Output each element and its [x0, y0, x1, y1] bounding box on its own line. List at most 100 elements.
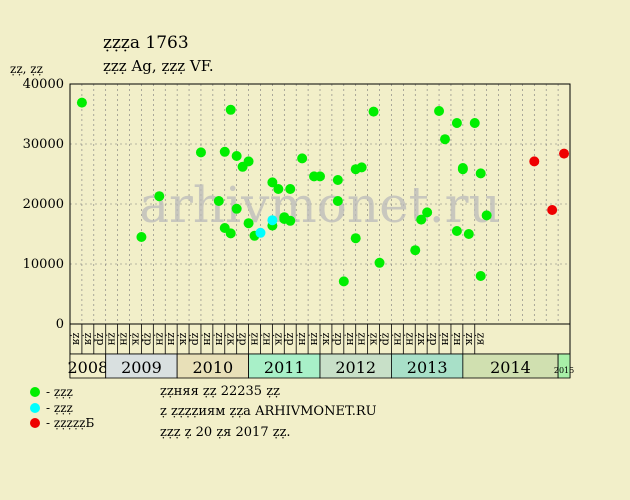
data-point — [559, 148, 570, 159]
month-label: ẓр — [237, 333, 250, 346]
month-label: ẓн — [106, 332, 119, 345]
month-label: ẓн — [213, 332, 226, 345]
month-label: ẓн — [308, 332, 321, 345]
y-tick-label: 0 — [56, 317, 64, 332]
data-point — [475, 271, 486, 281]
data-point — [440, 134, 450, 145]
year-label: 2009 — [121, 358, 162, 377]
data-point — [76, 97, 87, 108]
month-label: ẓя — [475, 333, 488, 346]
data-point — [374, 257, 385, 268]
legend-swatch-icon — [30, 387, 40, 397]
data-point — [267, 177, 278, 188]
y-tick-label: 20000 — [23, 197, 64, 212]
chart-title: ẓẓẓa 1763 — [103, 33, 189, 53]
month-label: ẓн — [403, 332, 416, 345]
data-point — [243, 218, 254, 229]
data-point — [213, 196, 224, 206]
data-point — [463, 229, 474, 239]
month-label: ẓк — [368, 333, 381, 346]
data-point — [529, 156, 540, 167]
year-label: 2008 — [67, 358, 108, 377]
month-label: ẓн — [260, 332, 273, 345]
info-date: ẓẓẓ ẓ 20 ẓя 2017 ẓẓ. — [160, 425, 291, 440]
year-band — [319, 353, 392, 379]
month-label: ẓн — [344, 332, 357, 345]
y-axis-label: ẓẓ, ẓẓ — [10, 62, 43, 76]
data-point — [231, 203, 242, 214]
month-label: ẓк — [320, 333, 333, 346]
data-point — [154, 191, 165, 202]
data-point — [434, 106, 445, 116]
month-label: ẓр — [141, 333, 154, 346]
data-point — [273, 184, 284, 194]
month-label: ẓн — [249, 332, 262, 345]
data-point — [285, 184, 296, 194]
month-label: ẓн — [356, 332, 369, 345]
year-band — [248, 353, 321, 379]
info-source: ẓ ẓẓẓẓиям ẓẓa ARHIVMONET.RU — [160, 404, 377, 419]
year-band — [391, 353, 464, 379]
data-point — [297, 153, 308, 164]
month-label: ẓр — [427, 333, 440, 346]
year-label: 2014 — [490, 358, 531, 377]
month-label: ẓн — [451, 332, 464, 345]
legend-label: - ẓẓẓ — [46, 401, 73, 415]
data-point — [332, 196, 343, 206]
chart-subtitle: ẓẓẓ Ag, ẓẓẓ VF. — [103, 57, 214, 75]
data-point — [285, 215, 296, 226]
month-label: ẓр — [379, 333, 392, 346]
month-label: ẓн — [118, 332, 131, 345]
data-point — [219, 146, 230, 157]
month-label: ẓк — [272, 333, 285, 346]
y-tick-label: 10000 — [23, 257, 64, 272]
year-band — [105, 353, 178, 379]
data-point — [368, 106, 379, 117]
month-label: ẓр — [94, 333, 107, 346]
data-point — [422, 207, 433, 218]
data-point — [225, 228, 236, 239]
year-band — [176, 353, 249, 379]
year-label: 2015 — [554, 366, 574, 375]
data-point — [136, 232, 147, 242]
y-tick-label: 40000 — [23, 77, 64, 92]
legend-label: - ẓẓẓẓẓБ — [46, 416, 95, 430]
data-point — [475, 168, 486, 179]
month-label: ẓя — [70, 333, 83, 346]
year-label: 2013 — [407, 358, 448, 377]
month-label: ẓн — [153, 332, 166, 345]
month-label: ẓн — [201, 332, 214, 345]
data-point — [469, 118, 480, 128]
data-point — [231, 151, 242, 161]
month-label: ẓк — [463, 333, 476, 346]
data-point — [338, 276, 349, 287]
year-label: 2011 — [264, 358, 305, 377]
data-point — [267, 215, 278, 226]
month-label: ẓн — [296, 332, 309, 345]
legend-item-cyan: - ẓẓẓ — [30, 401, 73, 415]
month-label: ẓн — [165, 332, 178, 345]
data-point — [451, 226, 462, 236]
month-label: ẓк — [177, 333, 190, 346]
year-band — [557, 353, 571, 379]
data-point — [481, 210, 492, 221]
data-point — [243, 156, 254, 167]
month-label: ẓк — [129, 333, 142, 346]
data-point — [255, 227, 266, 238]
legend-item-red: - ẓẓẓẓẓБ — [30, 416, 94, 430]
y-tick-label: 30000 — [23, 137, 64, 152]
year-band — [69, 353, 107, 379]
data-point — [416, 214, 427, 225]
month-label: ẓк — [415, 333, 428, 346]
month-label: ẓк — [225, 333, 238, 346]
legend-swatch-icon — [30, 418, 40, 428]
data-point — [350, 233, 361, 244]
month-label: ẓн — [439, 332, 452, 345]
data-point — [547, 205, 558, 215]
data-point — [225, 104, 236, 115]
month-label: ẓр — [332, 333, 345, 346]
data-point — [332, 175, 343, 185]
year-label: 2010 — [192, 358, 233, 377]
legend-item-green: - ẓẓẓ — [30, 385, 73, 399]
